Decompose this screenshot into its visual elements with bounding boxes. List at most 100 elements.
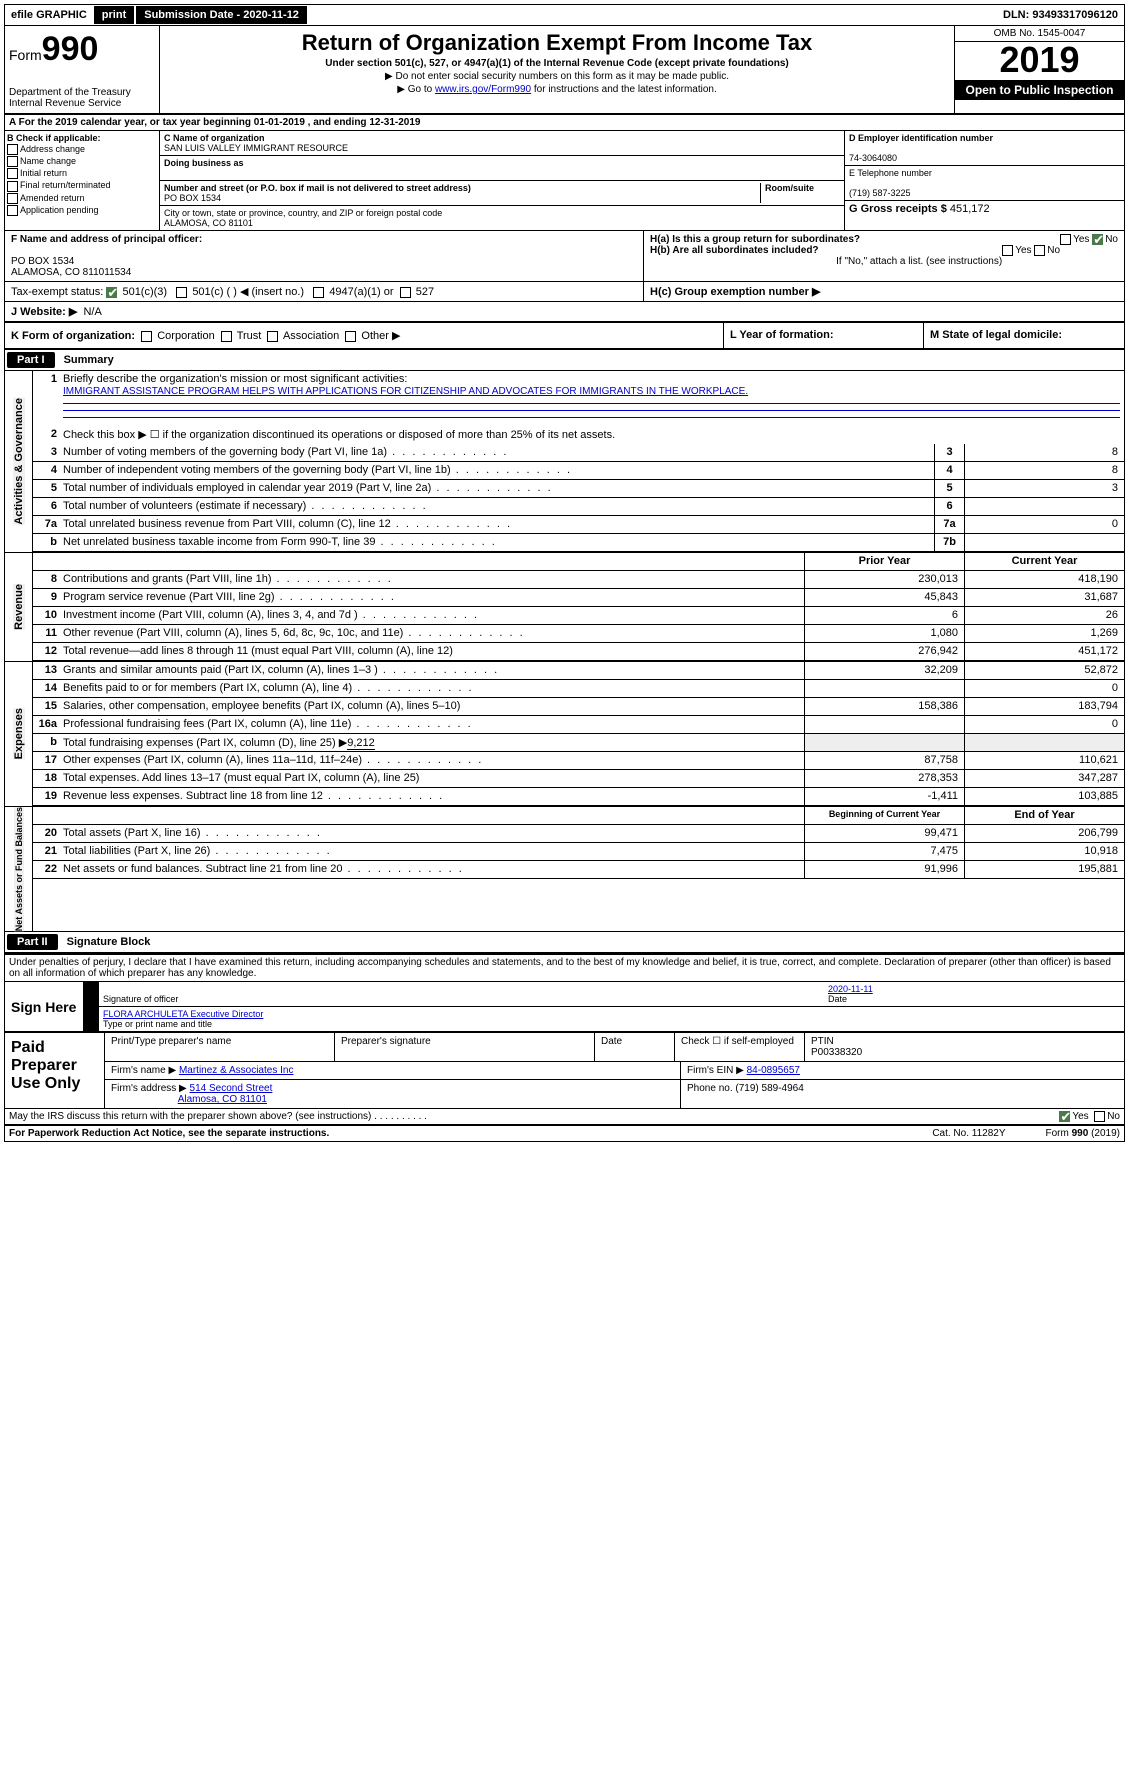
mission-text: IMMIGRANT ASSISTANCE PROGRAM HELPS WITH … [63,386,748,397]
line18-text: Total expenses. Add lines 13–17 (must eq… [59,770,804,787]
firm-addr-label: Firm's address ▶ [111,1083,187,1094]
part2-bar: Part II [7,934,58,950]
tax-period: A For the 2019 calendar year, or tax yea… [4,115,1125,131]
form-number: Form990 [9,30,155,69]
print-button[interactable]: print [94,6,134,24]
line10-text: Investment income (Part VIII, column (A)… [59,607,804,624]
officer-row: F Name and address of principal officer:… [4,231,1125,282]
firm-label: Firm's name ▶ [111,1065,176,1076]
firm-ein-label: Firm's EIN ▶ [687,1065,744,1076]
part1-header: Part I Summary [4,350,1125,371]
ptin-label: PTIN [811,1036,834,1047]
l-label: L Year of formation: [730,329,834,341]
k-label: K Form of organization: [11,330,135,342]
line9-curr: 31,687 [964,589,1124,606]
line13-text: Grants and similar amounts paid (Part IX… [59,662,804,679]
k-corp: Corporation [157,330,214,342]
k-other: Other ▶ [361,330,400,342]
line21-begin: 7,475 [804,843,964,860]
line4-text: Number of independent voting members of … [59,462,934,479]
paperwork-notice: For Paperwork Reduction Act Notice, see … [9,1128,329,1139]
part1-title: Summary [58,354,114,366]
end-hdr: End of Year [964,807,1124,824]
website-row: J Website: ▶ N/A [4,302,1125,323]
goto-pre: ▶ Go to [397,84,435,95]
line17-curr: 110,621 [964,752,1124,769]
sign-here-label: Sign Here [5,982,85,1031]
line4-val: 8 [964,462,1124,479]
line16b-text: Total fundraising expenses (Part IX, col… [59,734,804,751]
current-year-hdr: Current Year [964,553,1124,570]
discuss-no: No [1107,1111,1120,1122]
sig-officer-label: Signature of officer [103,994,178,1004]
line6-text: Total number of volunteers (estimate if … [59,498,934,515]
side-revenue: Revenue [13,584,25,630]
prep-self-hdr: Check ☐ if self-employed [675,1033,805,1061]
sig-name: FLORA ARCHULETA Executive Director [103,1009,263,1019]
dln-label: DLN: 93493317096120 [997,7,1124,23]
ein-value: 74-3064080 [849,153,897,163]
website-label: J Website: ▶ [11,306,77,318]
discuss-yes: Yes [1072,1111,1088,1122]
check-pending[interactable]: Application pending [7,205,157,216]
line13-curr: 52,872 [964,662,1124,679]
hc-label: H(c) Group exemption number ▶ [650,286,820,298]
tax-year: 2019 [955,42,1124,78]
warning-ssn: ▶ Do not enter social security numbers o… [164,71,950,82]
line14-curr: 0 [964,680,1124,697]
goto-post: for instructions and the latest informat… [531,84,717,95]
check-name[interactable]: Name change [7,156,157,167]
line12-text: Total revenue—add lines 8 through 11 (mu… [59,643,804,660]
begin-hdr: Beginning of Current Year [804,807,964,824]
status-527: 527 [416,286,434,298]
line5-val: 3 [964,480,1124,497]
line18-curr: 347,287 [964,770,1124,787]
check-initial[interactable]: Initial return [7,168,157,179]
firm-addr1: 514 Second Street [190,1083,273,1094]
line2-text: Check this box ▶ ☐ if the organization d… [59,426,1124,444]
open-inspection: Open to Public Inspection [955,80,1124,100]
hb-note: If "No," attach a list. (see instruction… [650,256,1118,267]
side-net: Net Assets or Fund Balances [14,807,24,931]
paid-preparer-block: Paid Preparer Use Only Print/Type prepar… [4,1032,1125,1109]
k-row: K Form of organization: Corporation Trus… [4,323,1125,350]
penalty-text: Under penalties of perjury, I declare th… [5,955,1124,982]
firm-name[interactable]: Martinez & Associates Inc [179,1065,294,1076]
prep-name-hdr: Print/Type preparer's name [105,1033,335,1061]
submission-date-button[interactable]: Submission Date - 2020-11-12 [136,6,307,24]
ha-no: No [1105,234,1118,245]
top-bar: efile GRAPHIC print Submission Date - 20… [4,4,1125,26]
addr-label: Number and street (or P.O. box if mail i… [164,183,471,193]
check-final[interactable]: Final return/terminated [7,180,157,191]
line22-end: 195,881 [964,861,1124,878]
line15-prior: 158,386 [804,698,964,715]
form-ref: Form 990 (2019) [1046,1128,1120,1139]
form-title: Return of Organization Exempt From Incom… [164,30,950,56]
firm-addr2: Alamosa, CO 81101 [178,1094,267,1105]
line16a-curr: 0 [964,716,1124,733]
side-expenses: Expenses [13,708,25,759]
cat-no: Cat. No. 11282Y [932,1128,1005,1139]
firm-phone-label: Phone no. [687,1083,733,1094]
line7a-text: Total unrelated business revenue from Pa… [59,516,934,533]
line17-text: Other expenses (Part IX, column (A), lin… [59,752,804,769]
check-b-label: B Check if applicable: [7,133,157,143]
irs-link[interactable]: www.irs.gov/Form990 [435,84,531,95]
line7b-val [964,534,1124,551]
status-4947: 4947(a)(1) or [329,286,393,298]
ha-yes: Yes [1073,234,1089,245]
line1-label: Briefly describe the organization's miss… [63,373,407,385]
m-label: M State of legal domicile: [930,329,1062,341]
line14-prior [804,680,964,697]
phone-value: (719) 587-3225 [849,188,911,198]
line14-text: Benefits paid to or for members (Part IX… [59,680,804,697]
prep-sig-hdr: Preparer's signature [335,1033,595,1061]
line8-text: Contributions and grants (Part VIII, lin… [59,571,804,588]
check-amended[interactable]: Amended return [7,193,157,204]
line6-val [964,498,1124,515]
goto-link-line: ▶ Go to www.irs.gov/Form990 for instruct… [164,84,950,95]
side-governance: Activities & Governance [13,398,25,525]
line3-text: Number of voting members of the governin… [59,444,934,461]
check-address[interactable]: Address change [7,144,157,155]
line11-curr: 1,269 [964,625,1124,642]
